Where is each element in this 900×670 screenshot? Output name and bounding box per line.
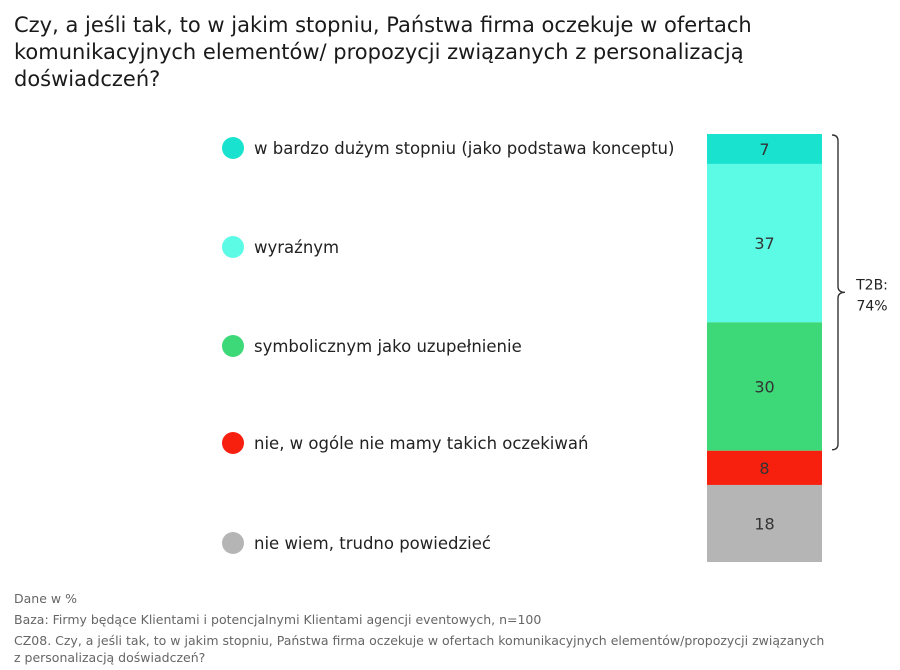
legend-item-none: nie, w ogóle nie mamy takich oczekiwań xyxy=(222,432,588,454)
bar-segment-3 xyxy=(707,450,822,485)
legend-label-very-high: w bardzo dużym stopniu (jako podstawa ko… xyxy=(254,138,675,158)
legend-label-none: nie, w ogóle nie mamy takich oczekiwań xyxy=(254,433,589,453)
footer: Dane w % Baza: Firmy będące Klientami i … xyxy=(14,590,824,666)
t2b-value: 74% xyxy=(856,298,887,314)
bar-segment-2 xyxy=(707,322,822,451)
data-label-3: 8 xyxy=(759,459,769,478)
data-label-1: 37 xyxy=(754,234,774,253)
bar-segment-1 xyxy=(707,163,822,323)
footer-question-cont: z personalizacją doświadczeń? xyxy=(14,650,206,665)
footer-question: CZ08. Czy, a jeśli tak, to w jakim stopn… xyxy=(14,633,825,648)
legend-label-symbolic: symbolicznym jako uzupełnienie xyxy=(254,336,522,356)
legend-item-very-high: w bardzo dużym stopniu (jako podstawa ko… xyxy=(222,137,674,159)
legend-swatch-none xyxy=(222,432,244,454)
legend-swatch-symbolic xyxy=(222,335,244,357)
legend-item-clear: wyraźnym xyxy=(222,236,339,258)
bar-segment-0 xyxy=(707,134,822,164)
legend-label-clear: wyraźnym xyxy=(254,237,340,257)
t2b-label: T2B: xyxy=(855,277,888,293)
data-label-4: 18 xyxy=(754,514,774,533)
data-label-0: 7 xyxy=(759,140,769,159)
data-label-2: 30 xyxy=(754,378,774,397)
legend-swatch-very-high xyxy=(222,137,244,159)
footer-data-unit: Dane w % xyxy=(14,591,77,606)
t2b-bracket xyxy=(831,134,846,451)
legend-swatch-dont-know xyxy=(222,532,244,554)
legend-swatch-clear xyxy=(222,236,244,258)
legend-item-dont-know: nie wiem, trudno powiedzieć xyxy=(222,532,491,554)
bar-segment-4 xyxy=(707,484,822,562)
legend-item-symbolic: symbolicznym jako uzupełnienie xyxy=(222,335,522,357)
chart-title: Czy, a jeśli tak, to w jakim stopniu, Pa… xyxy=(14,13,752,91)
legend-label-dont-know: nie wiem, trudno powiedzieć xyxy=(254,533,491,553)
footer-base: Baza: Firmy będące Klientami i potencjal… xyxy=(14,612,542,627)
